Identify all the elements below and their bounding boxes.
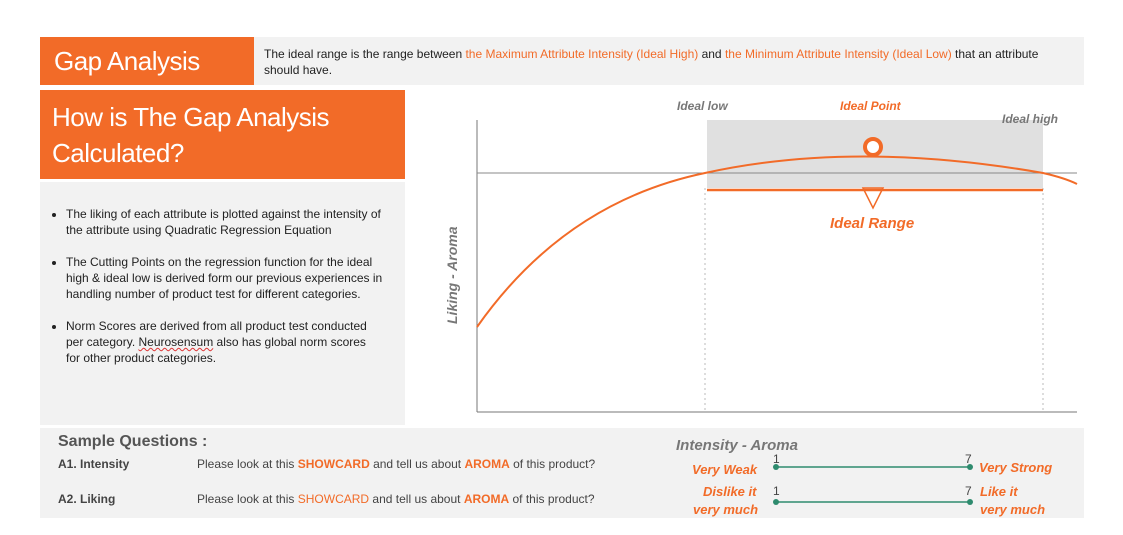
scale2-left-label-2: very much [693, 502, 759, 517]
range-pointer [861, 187, 885, 210]
scale1-max: 7 [965, 452, 972, 466]
scale1-min: 1 [773, 452, 780, 466]
sample-questions-title: Sample Questions : [58, 433, 208, 450]
scale1-left-label: Very Weak [692, 462, 758, 477]
q1-showcard: SHOWCARD [297, 457, 370, 471]
ideal-low-label: Ideal low [677, 99, 728, 113]
definition-part3: that an attribute should have. [264, 47, 1039, 77]
question-1-label: A1. Intensity [58, 457, 130, 471]
y-axis-label: Liking - Aroma [444, 226, 460, 324]
bullet-text: also has global norm scores for other pr… [66, 335, 366, 365]
brand-name: Neurosensum [138, 335, 214, 349]
q2-showcard: SHOWCARD [297, 492, 370, 506]
ideal-range-label: Ideal Range [830, 215, 914, 232]
bullet-list: The liking of each attribute is plotted … [40, 182, 405, 425]
section-title: How is The Gap Analysis Calculated? [40, 90, 405, 179]
sample-questions-panel [40, 428, 1084, 518]
regression-curve [476, 155, 1078, 328]
scale2-right-label-2: very much [980, 502, 1046, 517]
q1-aroma: AROMA [464, 457, 510, 471]
band-notch [863, 188, 883, 208]
question-2-text: Please look at this SHOWCARD and tell us… [197, 492, 595, 506]
question-1-text: Please look at this SHOWCARD and tell us… [197, 457, 595, 471]
q2-post: of this product? [509, 492, 595, 506]
ideal-point-label: Ideal Point [840, 99, 902, 113]
bullet-item: The Cutting Points on the regression fun… [66, 254, 383, 302]
bullet-text: Norm Scores are derived from all product… [66, 319, 367, 349]
definition-part1: The ideal range is the range between [264, 47, 466, 61]
page-title: Gap Analysis [40, 37, 254, 85]
definition-ideal-high: the Maximum Attribute Intensity (Ideal H… [465, 47, 699, 61]
q1-post: of this product? [509, 457, 596, 471]
ideal-point-marker [863, 137, 883, 157]
scale-title: Intensity - Aroma [676, 437, 798, 454]
bullet-item: Norm Scores are derived from all product… [66, 318, 383, 366]
bullet-item: The liking of each attribute is plotted … [66, 206, 383, 238]
q1-mid: and tell us about [369, 457, 465, 471]
q1-pre: Please look at this [197, 457, 298, 471]
scale2-max: 7 [965, 484, 972, 498]
q2-mid: and tell us about [369, 492, 464, 506]
definition-text: The ideal range is the range between the… [254, 37, 1084, 85]
q2-aroma: AROMA [463, 492, 510, 506]
q2-pre: Please look at this [197, 492, 298, 506]
scale2-right-label-1: Like it [980, 484, 1018, 499]
scale1-line [773, 464, 973, 470]
scale2-left-label-1: Dislike it [703, 484, 757, 499]
ideal-high-label: Ideal high [1002, 112, 1058, 126]
scale2-min: 1 [773, 484, 780, 498]
scale1-right-label: Very Strong [979, 460, 1053, 475]
gap-diagram: Ideal low Ideal Point Ideal high Ideal R… [444, 99, 1078, 413]
definition-part2: and [698, 47, 725, 61]
definition-ideal-low: the Minimum Attribute Intensity (Ideal L… [724, 47, 952, 61]
question-2-label: A2. Liking [58, 492, 116, 506]
scale2-line [773, 499, 973, 505]
